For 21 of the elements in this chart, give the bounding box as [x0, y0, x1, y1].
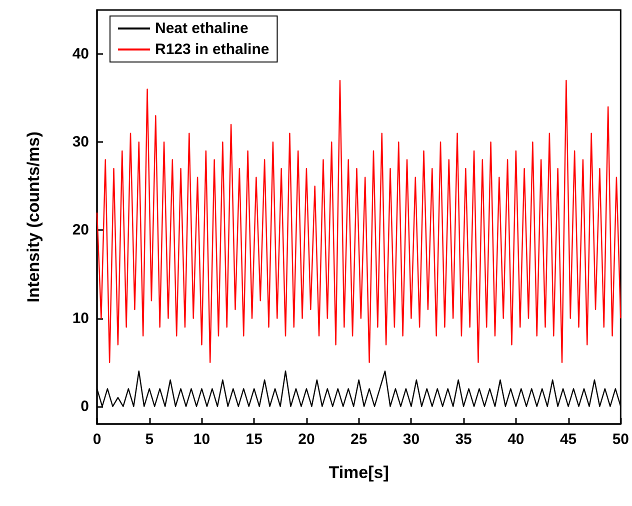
y-tick-label: 10 — [72, 310, 89, 327]
x-tick-label: 10 — [193, 431, 210, 448]
x-tick-label: 25 — [350, 431, 368, 448]
y-tick-label: 30 — [72, 134, 89, 151]
x-tick-label: 20 — [298, 431, 315, 448]
x-tick-label: 40 — [508, 431, 524, 448]
y-tick-label: 20 — [72, 222, 89, 239]
y-tick-label: 40 — [72, 46, 89, 63]
legend-label: Neat ethaline — [155, 20, 248, 37]
y-axis-title: Intensity (counts/ms) — [24, 132, 43, 302]
line-series — [96, 80, 622, 363]
x-tick-label: 30 — [402, 431, 420, 448]
y-tick-label: 0 — [80, 398, 89, 415]
x-tick-label: 0 — [92, 431, 102, 448]
x-axis-title: Time[s] — [328, 463, 389, 482]
x-tick-label: 50 — [612, 431, 629, 448]
x-tick-label: 45 — [560, 431, 577, 448]
x-tick-label: 35 — [455, 431, 472, 448]
x-tick-label: 5 — [145, 431, 154, 448]
legend-label: R123 in ethaline — [155, 41, 270, 58]
x-tick-label: 15 — [246, 431, 262, 448]
